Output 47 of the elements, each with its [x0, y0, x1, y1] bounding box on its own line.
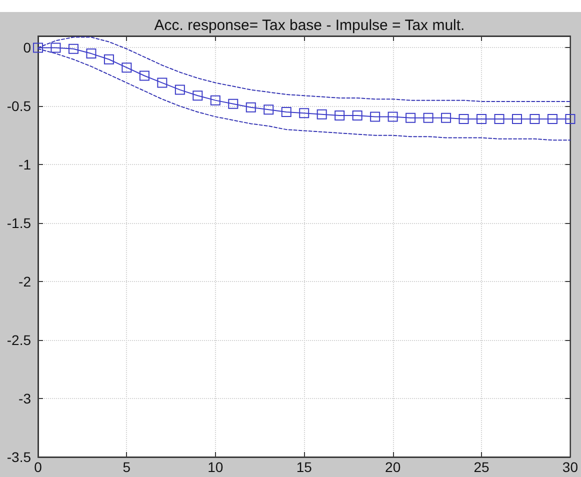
point — [264, 104, 274, 115]
y-tick-label: -1.5 — [6, 215, 32, 232]
point — [33, 42, 43, 53]
point — [122, 62, 132, 73]
point — [139, 70, 150, 81]
point — [334, 110, 345, 121]
point — [388, 112, 398, 122]
x-tick-label: 15 — [296, 459, 312, 475]
y-tick-label: -2 — [18, 274, 32, 290]
point — [547, 114, 558, 124]
point — [316, 109, 327, 120]
point — [352, 110, 362, 121]
point — [423, 112, 434, 123]
x-tick-label: 10 — [208, 459, 224, 475]
point — [370, 112, 380, 122]
y-tick-label: -2.5 — [6, 332, 32, 348]
point — [68, 44, 78, 54]
point — [494, 114, 504, 124]
chart-title: Acc. response= Tax base - Impulse = Tax mult. — [154, 17, 465, 34]
x-tick-label: 20 — [385, 459, 401, 475]
point — [104, 54, 114, 64]
point — [512, 114, 522, 124]
point — [565, 114, 576, 124]
point — [50, 42, 61, 53]
y-tick-label: -3.5 — [6, 449, 32, 465]
point — [210, 95, 220, 106]
y-tick-label: -3 — [18, 390, 32, 407]
y-tick-label: 0 — [23, 40, 32, 56]
x-tick-label: 30 — [562, 459, 578, 475]
point — [174, 84, 185, 95]
point — [157, 78, 168, 88]
point — [476, 114, 487, 124]
x-tick-label: 0 — [34, 459, 42, 475]
point — [406, 112, 416, 123]
point — [86, 48, 96, 59]
point — [458, 114, 469, 124]
point — [299, 108, 310, 118]
point — [192, 90, 203, 101]
x-tick-label: 5 — [122, 459, 131, 475]
point — [246, 102, 256, 112]
point — [530, 114, 540, 124]
point — [441, 112, 452, 123]
x-tick-label: 25 — [474, 459, 490, 475]
point — [228, 98, 238, 109]
point — [281, 107, 292, 118]
y-tick-label: -0.5 — [6, 98, 32, 114]
y-tick-label: -1 — [18, 156, 32, 173]
